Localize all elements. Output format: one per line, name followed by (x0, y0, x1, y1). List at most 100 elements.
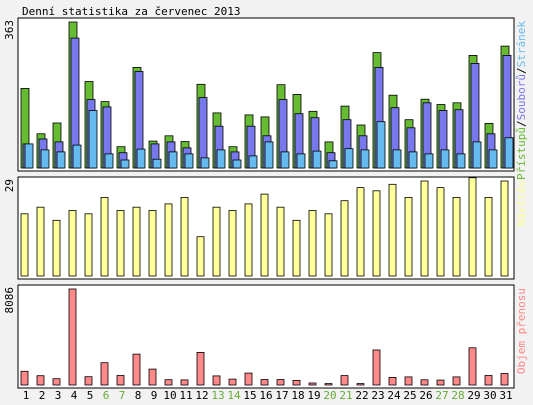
bar-pages-day-3 (56, 151, 66, 169)
bar-visits-day-5 (84, 213, 93, 277)
x-tick-day-24: 24 (387, 389, 401, 402)
bar-kbytes-day-21 (340, 375, 349, 386)
bar-pages-day-10 (168, 151, 178, 169)
legend-entry-files: Souborů (515, 74, 528, 120)
bar-visits-day-27 (436, 187, 445, 277)
bar-kbytes-day-7 (116, 375, 125, 386)
bar-pages-day-7 (120, 159, 130, 169)
bar-pages-day-31 (504, 137, 514, 169)
legend-3: Objem přenosu (515, 288, 528, 374)
x-tick-day-21: 21 (339, 389, 352, 402)
legend-separator: / (515, 67, 528, 74)
bar-visits-day-3 (52, 219, 61, 277)
bar-kbytes-day-9 (148, 368, 157, 386)
bar-visits-day-28 (452, 196, 461, 277)
legend-entry-pages: Stránek (515, 21, 528, 68)
x-tick-day-13: 13 (211, 389, 224, 402)
x-tick-day-28: 28 (451, 389, 464, 402)
x-tick-day-8: 8 (135, 389, 142, 402)
x-tick-day-1: 1 (23, 389, 30, 402)
x-tick-day-20: 20 (323, 389, 336, 402)
x-tick-day-18: 18 (291, 389, 304, 402)
bar-visits-day-9 (148, 210, 157, 277)
bar-kbytes-day-25 (404, 376, 413, 386)
x-tick-day-27: 27 (435, 389, 448, 402)
panel-3: 8086 Objem přenosu (3, 284, 528, 389)
bar-kbytes-day-5 (84, 376, 93, 386)
x-tick-day-16: 16 (259, 389, 272, 402)
bar-pages-day-8 (136, 148, 146, 169)
chart-title: Denní statistika za červenec 2013 (22, 5, 241, 18)
bar-kbytes-day-8 (132, 353, 141, 386)
bar-kbytes-day-28 (452, 376, 461, 386)
bar-pages-day-1 (24, 143, 34, 169)
bar-pages-day-2 (40, 149, 50, 169)
bar-pages-day-5 (88, 110, 98, 169)
bar-pages-day-27 (440, 149, 450, 169)
bar-visits-day-18 (292, 219, 301, 277)
bar-pages-day-24 (392, 149, 402, 169)
bar-kbytes-day-15 (244, 372, 253, 386)
bar-pages-day-26 (424, 153, 434, 169)
bar-visits-day-12 (196, 236, 205, 277)
bar-pages-day-12 (200, 157, 210, 169)
bar-visits-day-6 (100, 196, 109, 277)
legend-separator: / (515, 120, 528, 127)
bar-pages-day-28 (456, 153, 466, 169)
legend-entry-hits: Přístupů (515, 127, 528, 180)
bar-visits-day-1 (20, 213, 29, 277)
bar-pages-day-16 (264, 141, 274, 169)
x-tick-day-11: 11 (179, 389, 192, 402)
bar-kbytes-day-20 (324, 383, 333, 386)
bar-visits-day-29 (468, 177, 477, 277)
y-max-label: 29 (3, 179, 16, 192)
bar-kbytes-day-31 (500, 373, 509, 386)
bar-pages-day-9 (152, 158, 162, 169)
bar-pages-day-13 (216, 149, 226, 169)
bar-kbytes-day-23 (372, 349, 381, 386)
x-tick-day-23: 23 (371, 389, 384, 402)
bar-visits-day-23 (372, 190, 381, 277)
bar-kbytes-day-14 (228, 378, 237, 386)
bar-visits-day-26 (420, 180, 429, 277)
bar-kbytes-day-16 (260, 379, 269, 386)
bar-visits-day-14 (228, 210, 237, 277)
legend-entry-visits: Návštěv (515, 180, 528, 227)
bar-kbytes-day-4 (68, 288, 77, 386)
bar-kbytes-day-3 (52, 378, 61, 386)
bar-visits-day-30 (484, 196, 493, 277)
y-max-label: 8086 (3, 287, 16, 314)
bar-files-day-12 (198, 97, 208, 169)
bar-visits-day-20 (324, 213, 333, 277)
x-tick-day-9: 9 (151, 389, 158, 402)
bar-kbytes-day-19 (308, 382, 317, 386)
bar-pages-day-14 (232, 159, 242, 169)
x-tick-day-14: 14 (227, 389, 241, 402)
bar-pages-day-25 (408, 151, 418, 169)
bar-kbytes-day-11 (180, 379, 189, 386)
x-tick-day-29: 29 (467, 389, 480, 402)
x-tick-day-15: 15 (243, 389, 256, 402)
bar-visits-day-2 (36, 206, 45, 277)
x-tick-day-17: 17 (275, 389, 288, 402)
bar-visits-day-8 (132, 206, 141, 277)
bar-pages-day-11 (184, 153, 194, 169)
bar-visits-day-13 (212, 206, 221, 277)
panel-2: 29 Návštěv (3, 176, 528, 280)
x-tick-labels: 1 2 3 4 5 6 7 8 9 10 11 12 13 14 15 16 17 18 19 20 21 22 23 24 2… (23, 389, 513, 402)
x-tick-day-5: 5 (87, 389, 94, 402)
bar-visits-day-31 (500, 180, 509, 277)
bar-pages-day-22 (360, 149, 370, 169)
bar-kbytes-day-17 (276, 379, 285, 386)
bar-kbytes-day-10 (164, 379, 173, 386)
x-tick-day-26: 26 (419, 389, 432, 402)
x-tick-day-4: 4 (71, 389, 78, 402)
bar-kbytes-day-26 (420, 379, 429, 386)
x-tick-day-2: 2 (39, 389, 46, 402)
bar-visits-day-4 (68, 210, 77, 277)
x-tick-day-6: 6 (103, 389, 110, 402)
bar-pages-day-29 (472, 141, 482, 169)
x-tick-day-31: 31 (499, 389, 512, 402)
bar-pages-day-15 (248, 155, 258, 169)
